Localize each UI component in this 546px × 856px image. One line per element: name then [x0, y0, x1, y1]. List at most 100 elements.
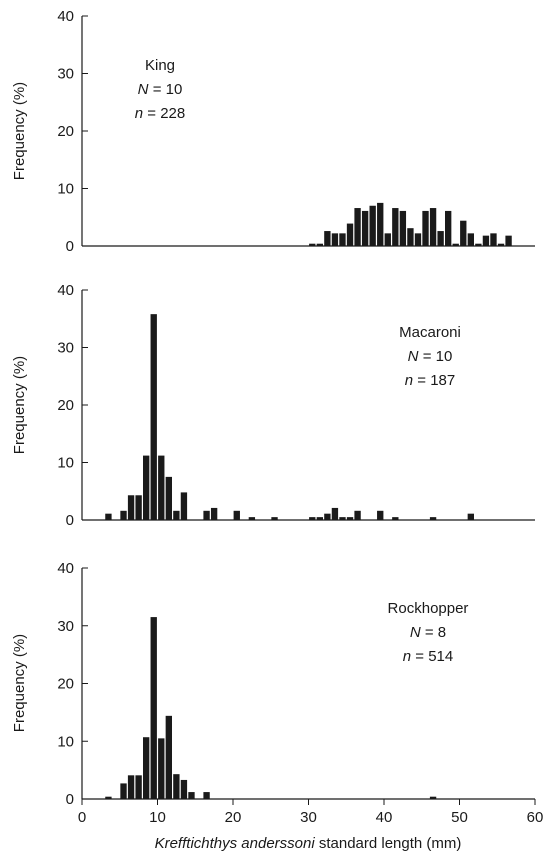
- histogram-bar: [188, 792, 195, 799]
- y-tick-label: 10: [57, 733, 74, 750]
- y-tick-label: 40: [57, 8, 74, 25]
- histogram-bar: [105, 513, 112, 520]
- panel-king-bars: [309, 202, 512, 247]
- histogram-bar: [467, 233, 474, 246]
- y-tick-label: 40: [57, 282, 74, 299]
- histogram-bar: [346, 517, 354, 521]
- x-axis-title: Krefftichthys anderssoni standard length…: [155, 835, 462, 852]
- histogram-bar: [309, 243, 316, 246]
- panel-macaroni-bars: [105, 314, 474, 521]
- histogram-bar: [271, 517, 278, 521]
- histogram-bar: [346, 223, 354, 246]
- histogram-bar: [143, 737, 150, 799]
- histogram-bar: [445, 210, 452, 246]
- histogram-bar: [460, 220, 467, 246]
- histogram-bar: [248, 517, 256, 521]
- histogram-bar: [497, 243, 505, 246]
- y-tick-label: 30: [57, 340, 74, 357]
- panel-macaroni-y-ticks: 40 30 20 10 0: [57, 282, 88, 529]
- y-tick-label: 10: [57, 181, 74, 198]
- panel-king-n: n = 228: [135, 105, 185, 122]
- histogram-bar: [316, 243, 323, 246]
- histogram-bar: [316, 517, 323, 521]
- panel-rockhopper: 40 30 20 10 0 Frequency (%) Rockhopper N…: [11, 560, 543, 852]
- histogram-bar: [339, 233, 346, 246]
- panel-rockhopper-y-ticks: 40 30 20 10 0: [57, 560, 88, 808]
- x-tick-label: 30: [300, 809, 317, 826]
- histogram-bar: [135, 775, 142, 799]
- histogram-bar: [180, 492, 188, 520]
- panel-king: 40 30 20 10 0 Frequency (%) King N = 10 …: [11, 8, 535, 255]
- panel-rockhopper-bars: [105, 617, 437, 799]
- histogram-bar: [120, 783, 127, 799]
- histogram-bar: [414, 233, 422, 246]
- histogram-bar: [331, 507, 339, 521]
- y-tick-label: 20: [57, 123, 74, 140]
- histogram-bar: [127, 775, 135, 799]
- panel-rockhopper-N: N = 8: [410, 624, 446, 641]
- histogram-bar: [429, 208, 437, 246]
- panel-king-N: N = 10: [138, 81, 183, 98]
- panel-king-annotation: King N = 10 n = 228: [135, 57, 185, 122]
- histogram-bar: [180, 779, 188, 799]
- y-tick-label: 10: [57, 455, 74, 472]
- x-tick-label: 10: [149, 809, 166, 826]
- y-tick-label: 20: [57, 397, 74, 414]
- histogram-bar: [158, 455, 165, 520]
- x-ticks: 0 10 20 30 40 50 60: [78, 799, 543, 826]
- y-tick-label: 20: [57, 676, 74, 693]
- histogram-bar: [339, 517, 346, 521]
- x-tick-label: 50: [451, 809, 468, 826]
- panel-king-species: King: [145, 57, 175, 74]
- y-tick-label: 0: [66, 238, 74, 255]
- histogram-bar: [490, 233, 497, 246]
- histogram-bar: [165, 715, 172, 799]
- panel-rockhopper-species: Rockhopper: [388, 600, 469, 617]
- histogram-bar: [429, 796, 437, 799]
- panel-macaroni-y-axis-title: Frequency (%): [11, 356, 28, 454]
- histogram-bar: [165, 476, 172, 521]
- histogram-bar: [105, 796, 112, 799]
- panel-macaroni-n: n = 187: [405, 372, 455, 389]
- y-tick-label: 0: [66, 512, 74, 529]
- y-tick-label: 40: [57, 560, 74, 577]
- histogram-bar: [173, 510, 180, 520]
- panel-rockhopper-annotation: Rockhopper N = 8 n = 514: [388, 600, 469, 665]
- x-tick-label: 20: [225, 809, 242, 826]
- histogram-bar: [203, 510, 210, 520]
- panel-king-y-ticks: 40 30 20 10 0: [57, 8, 88, 255]
- y-tick-label: 30: [57, 66, 74, 83]
- histogram-bar: [354, 208, 361, 246]
- histogram-bar: [399, 210, 407, 246]
- panel-macaroni-N: N = 10: [408, 348, 453, 365]
- x-tick-label: 0: [78, 809, 86, 826]
- panel-macaroni-species: Macaroni: [399, 324, 461, 341]
- histogram-bar: [150, 617, 157, 799]
- panel-rockhopper-y-axis-title: Frequency (%): [11, 634, 28, 732]
- histogram-bar: [361, 210, 369, 246]
- histogram-bar: [482, 235, 490, 246]
- panel-macaroni: 40 30 20 10 0 Frequency (%) Macaroni N =…: [11, 282, 535, 529]
- histogram-bar: [354, 510, 361, 520]
- histogram-bar: [120, 510, 127, 520]
- y-tick-label: 30: [57, 618, 74, 635]
- histogram-bar: [309, 517, 316, 521]
- histogram-bar: [324, 513, 331, 520]
- y-tick-label: 0: [66, 791, 74, 808]
- histogram-bar: [452, 243, 459, 246]
- histogram-bar: [384, 233, 391, 246]
- histogram-bar: [324, 231, 331, 246]
- histogram-bar: [158, 738, 165, 799]
- histogram-bar: [127, 495, 135, 520]
- histogram-bar: [143, 455, 150, 520]
- histogram-bar: [377, 202, 384, 247]
- panel-macaroni-annotation: Macaroni N = 10 n = 187: [399, 324, 461, 389]
- panel-king-y-axis-title: Frequency (%): [11, 82, 28, 180]
- histogram-bar: [475, 243, 482, 246]
- histogram-bar: [392, 517, 399, 521]
- x-tick-label: 40: [376, 809, 393, 826]
- histogram-bar: [392, 208, 399, 246]
- histogram-bar: [369, 205, 376, 246]
- histogram-bar: [467, 513, 474, 520]
